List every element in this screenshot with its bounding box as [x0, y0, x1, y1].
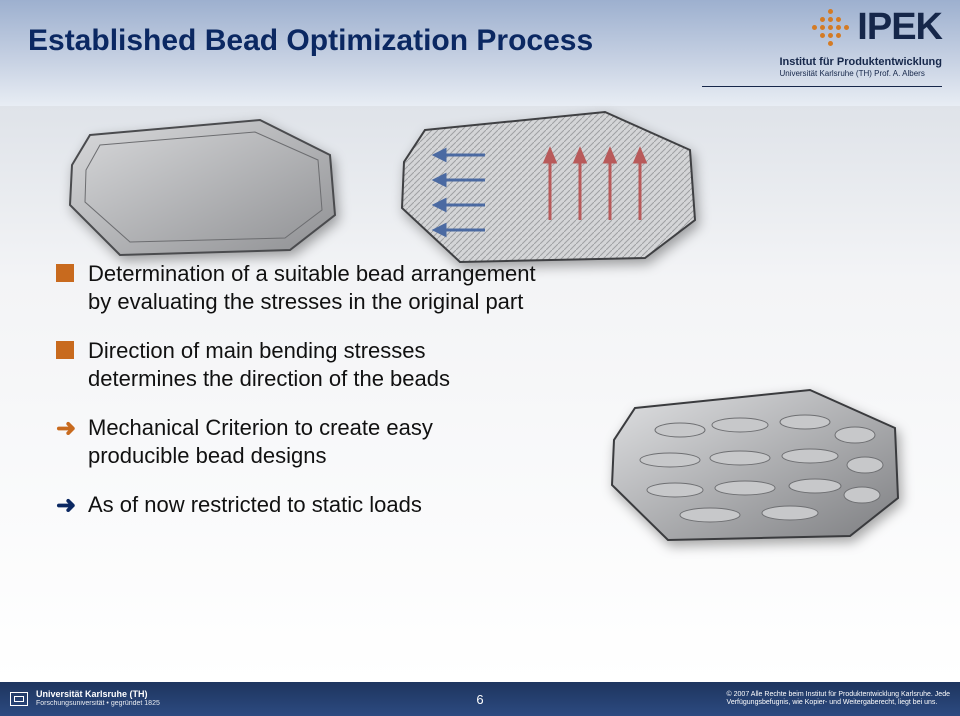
footer-uni-line2: Forschungsuniversität • gegründet 1825	[36, 700, 160, 708]
square-marker-icon	[56, 264, 74, 282]
square-marker-icon	[56, 341, 74, 359]
bullet-text: As of now restricted to static loads	[88, 491, 422, 519]
footer: Universität Karlsruhe (TH) Forschungsuni…	[0, 682, 960, 716]
arrow-marker-icon: ➜	[56, 491, 74, 521]
logo-wordmark: IPEK	[857, 6, 942, 49]
figure-plain-plate	[60, 110, 350, 260]
footer-left: Universität Karlsruhe (TH) Forschungsuni…	[0, 690, 160, 708]
page-number: 6	[476, 692, 483, 707]
slide-title: Established Bead Optimization Process	[28, 24, 593, 58]
footer-rights-line2: Verfügungsbefugnis, wie Kopier- und Weit…	[727, 699, 950, 707]
logo-sub-line2: Universität Karlsruhe (TH) Prof. A. Albe…	[779, 69, 942, 79]
footer-uni-line1: Universität Karlsruhe (TH)	[36, 690, 160, 700]
university-icon	[10, 692, 28, 706]
ipek-logo: IPEK	[812, 6, 942, 49]
logo-subtitle: Institut für Produktentwicklung Universi…	[779, 56, 942, 79]
bullet-text: Mechanical Criterion to create easy prod…	[88, 414, 536, 469]
footer-rights-line1: © 2007 Alle Rechte beim Institut für Pro…	[727, 691, 950, 699]
bullet-list: Determination of a suitable bead arrange…	[56, 260, 536, 543]
logo-dots-icon	[812, 9, 849, 46]
arrow-marker-icon: ➜	[56, 414, 74, 444]
bullet-item: Determination of a suitable bead arrange…	[56, 260, 536, 315]
bullet-item: Direction of main bending stresses deter…	[56, 337, 536, 392]
bullet-item: ➜ As of now restricted to static loads	[56, 491, 536, 521]
footer-rights: © 2007 Alle Rechte beim Institut für Pro…	[727, 691, 960, 706]
logo-sub-line1: Institut für Produktentwicklung	[779, 56, 942, 69]
figure-stress-plate	[390, 100, 710, 270]
header-divider	[702, 86, 942, 87]
bullet-text: Determination of a suitable bead arrange…	[88, 260, 536, 315]
figure-bead-result	[600, 380, 910, 550]
bullet-item: ➜ Mechanical Criterion to create easy pr…	[56, 414, 536, 469]
bullet-text: Direction of main bending stresses deter…	[88, 337, 536, 392]
